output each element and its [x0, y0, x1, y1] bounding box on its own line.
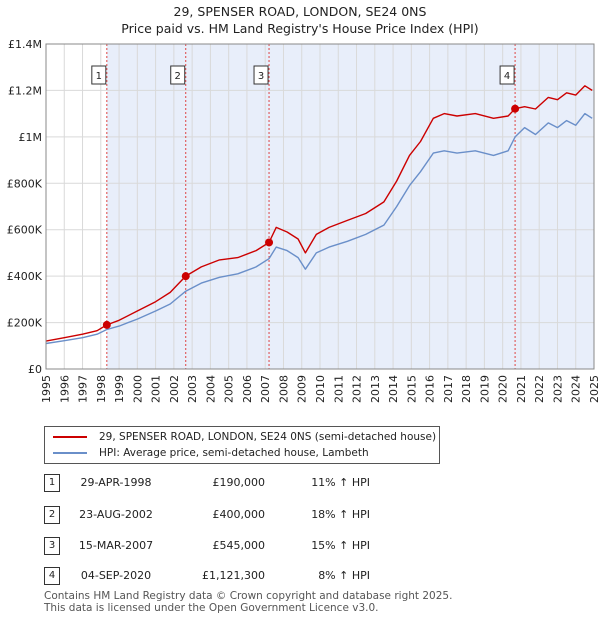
x-tick-label: 2002: [168, 375, 181, 403]
x-tick-label: 2011: [332, 375, 345, 403]
x-tick-label: 1998: [95, 375, 108, 403]
footer-copyright: Contains HM Land Registry data © Crown c…: [44, 590, 453, 602]
y-tick-label: £0: [28, 363, 42, 376]
y-tick-label: £400K: [7, 270, 43, 283]
transaction-hpi: 18% ↑ HPI: [311, 508, 370, 521]
sale-number-label: 1: [96, 71, 102, 82]
legend-label-hpi: HPI: Average price, semi-detached house,…: [99, 447, 369, 459]
transaction-row: 4 04-SEP-2020 £1,121,300 8% ↑ HPI: [0, 567, 600, 587]
x-tick-label: 1999: [113, 375, 126, 403]
y-tick-label: £1.4M: [8, 38, 42, 51]
transaction-date: 15-MAR-2007: [78, 539, 154, 552]
y-tick-label: £1M: [19, 131, 43, 144]
x-tick-label: 2004: [204, 375, 217, 403]
y-tick-label: £800K: [7, 177, 43, 190]
ownership-band: [185, 44, 270, 369]
x-tick-label: 2005: [223, 375, 236, 403]
transaction-row: 3 15-MAR-2007 £545,000 15% ↑ HPI: [0, 537, 600, 557]
x-tick-label: 2020: [497, 375, 510, 403]
transaction-hpi: 15% ↑ HPI: [311, 539, 370, 552]
legend-swatch-hpi: [53, 452, 87, 454]
transaction-number: 3: [44, 537, 60, 555]
x-tick-label: 2003: [186, 375, 199, 403]
sale-number-label: 4: [504, 71, 510, 82]
ownership-band: [269, 44, 516, 369]
y-tick-label: £600K: [7, 224, 43, 237]
legend-entry-hpi: HPI: Average price, semi-detached house,…: [53, 446, 369, 460]
x-tick-label: 2015: [405, 375, 418, 403]
x-tick-label: 2014: [387, 375, 400, 403]
transaction-date: 04-SEP-2020: [80, 569, 152, 582]
x-tick-label: 2023: [551, 375, 564, 403]
sale-number-box: [170, 65, 186, 85]
x-tick-label: 2006: [241, 375, 254, 403]
legend-swatch-price: [53, 436, 87, 438]
transaction-number: 4: [44, 567, 60, 585]
legend-entry-price: 29, SPENSER ROAD, LONDON, SE24 0NS (semi…: [53, 430, 436, 444]
footer-licence: This data is licensed under the Open Gov…: [44, 602, 379, 614]
sale-number-label: 3: [258, 71, 264, 82]
x-tick-label: 2017: [442, 375, 455, 403]
transaction-number: 1: [44, 474, 60, 492]
legend: 29, SPENSER ROAD, LONDON, SE24 0NS (semi…: [44, 426, 440, 464]
sale-number-box: [499, 65, 515, 85]
chart-subtitle: Price paid vs. HM Land Registry's House …: [121, 21, 479, 36]
x-tick-label: 2009: [296, 375, 309, 403]
hpi-line: [45, 112, 593, 345]
x-tick-label: 1996: [58, 375, 71, 403]
transaction-hpi: 11% ↑ HPI: [311, 476, 370, 489]
transaction-price: £400,000: [212, 508, 266, 521]
sale-point: [102, 320, 111, 329]
x-tick-label: 2019: [478, 375, 491, 403]
sale-number-box: [91, 65, 107, 85]
x-tick-label: 1997: [77, 375, 90, 403]
x-tick-label: 2024: [570, 375, 583, 403]
sale-point: [511, 104, 520, 113]
x-tick-label: 2016: [424, 375, 437, 403]
transaction-price: £190,000: [212, 476, 266, 489]
x-tick-label: 2008: [277, 375, 290, 403]
y-tick-label: £200K: [7, 317, 43, 330]
y-tick-label: £1.2M: [8, 84, 42, 97]
x-tick-label: 2010: [314, 375, 327, 403]
plot-frame: [45, 43, 595, 370]
transaction-hpi: 8% ↑ HPI: [318, 569, 370, 582]
transaction-date: 23-AUG-2002: [79, 508, 153, 521]
ownership-band: [515, 44, 594, 369]
x-tick-label: 1995: [40, 375, 53, 403]
x-tick-label: 2000: [131, 375, 144, 403]
x-tick-label: 2025: [588, 375, 600, 403]
sale-number-box: [253, 65, 269, 85]
sale-point: [265, 238, 274, 247]
transaction-price: £545,000: [212, 539, 266, 552]
price-chart: 1 2 3 4 £0 £200K £400K £600K £800K £1M £1.2M £1.4M 1…: [7, 38, 600, 403]
chart-title: 29, SPENSER ROAD, LONDON, SE24 0NS: [173, 4, 427, 19]
transaction-number: 2: [44, 506, 60, 524]
x-tick-label: 2007: [259, 375, 272, 403]
sale-point: [181, 272, 190, 281]
x-tick-label: 2018: [460, 375, 473, 403]
transaction-price: £1,121,300: [202, 569, 265, 582]
transaction-row: 2 23-AUG-2002 £400,000 18% ↑ HPI: [0, 506, 600, 526]
sale-number-label: 2: [175, 71, 181, 82]
transaction-row: 1 29-APR-1998 £190,000 11% ↑ HPI: [0, 474, 600, 494]
legend-label-price: 29, SPENSER ROAD, LONDON, SE24 0NS (semi…: [99, 431, 437, 443]
x-tick-label: 2001: [150, 375, 163, 403]
x-tick-label: 2021: [515, 375, 528, 403]
x-tick-label: 2022: [533, 375, 546, 403]
x-tick-label: 2012: [351, 375, 364, 403]
price-paid-line: [45, 85, 593, 342]
x-tick-label: 2013: [369, 375, 382, 403]
transaction-date: 29-APR-1998: [80, 476, 152, 489]
